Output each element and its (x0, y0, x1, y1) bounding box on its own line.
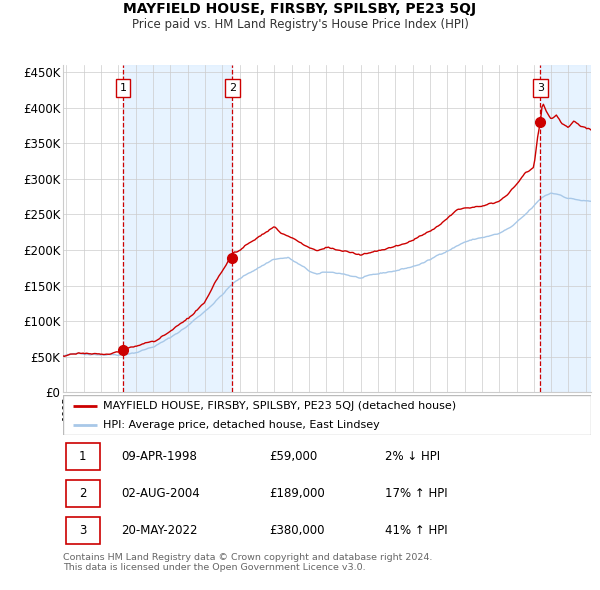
Text: 17% ↑ HPI: 17% ↑ HPI (385, 487, 448, 500)
Text: 2% ↓ HPI: 2% ↓ HPI (385, 450, 440, 463)
Text: MAYFIELD HOUSE, FIRSBY, SPILSBY, PE23 5QJ: MAYFIELD HOUSE, FIRSBY, SPILSBY, PE23 5Q… (124, 2, 476, 16)
Text: 1: 1 (79, 450, 86, 463)
Text: 2: 2 (79, 487, 86, 500)
Text: 2: 2 (229, 83, 236, 93)
FancyBboxPatch shape (63, 395, 591, 435)
Text: 3: 3 (537, 83, 544, 93)
Text: 02-AUG-2004: 02-AUG-2004 (121, 487, 200, 500)
Text: Contains HM Land Registry data © Crown copyright and database right 2024.
This d: Contains HM Land Registry data © Crown c… (63, 553, 433, 572)
Text: £380,000: £380,000 (269, 525, 325, 537)
Text: 09-APR-1998: 09-APR-1998 (121, 450, 197, 463)
Text: MAYFIELD HOUSE, FIRSBY, SPILSBY, PE23 5QJ (detached house): MAYFIELD HOUSE, FIRSBY, SPILSBY, PE23 5Q… (103, 401, 456, 411)
Bar (123, 65, 232, 392)
Text: £59,000: £59,000 (269, 450, 317, 463)
Text: HPI: Average price, detached house, East Lindsey: HPI: Average price, detached house, East… (103, 419, 379, 430)
Bar (541, 65, 591, 392)
Text: 20-MAY-2022: 20-MAY-2022 (121, 525, 197, 537)
Text: 41% ↑ HPI: 41% ↑ HPI (385, 525, 448, 537)
Text: 1: 1 (119, 83, 127, 93)
FancyBboxPatch shape (65, 517, 100, 544)
Text: £189,000: £189,000 (269, 487, 325, 500)
Text: 3: 3 (79, 525, 86, 537)
FancyBboxPatch shape (65, 444, 100, 470)
Text: Price paid vs. HM Land Registry's House Price Index (HPI): Price paid vs. HM Land Registry's House … (131, 18, 469, 31)
FancyBboxPatch shape (65, 480, 100, 507)
